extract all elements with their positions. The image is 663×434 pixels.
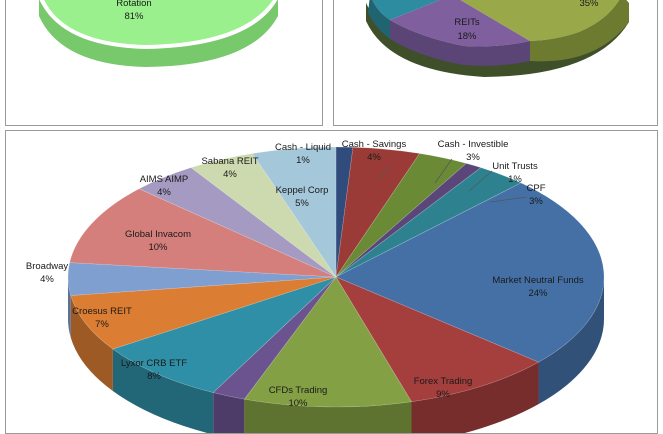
pie-side-forex-trading [411,362,539,433]
slice-pct-unit-trusts: 1% [508,174,522,185]
slice-label-unit-trusts: Unit Trusts [492,161,538,172]
top-left-pie-chart: Rotation 81% [39,0,278,67]
pie-slice-cash-investible [335,153,467,278]
pie-side-teal [368,0,390,39]
slice-label-cash-investible: Cash - Investible [438,139,509,150]
pie-slice-cash-savings [335,146,421,278]
pie-slice-unit-trusts [335,163,482,278]
leader-line-cash-investible [434,158,453,184]
pie-slice-global-invacom [69,188,337,278]
slice-label-forex-trading: Forex Trading [414,376,473,387]
pie-slice-unlabeled-8 [212,276,337,400]
pie-slice-croesus-reit [70,276,337,350]
leader-line-cash-savings [377,166,391,180]
slice-label-cpf: CPF [527,183,546,194]
pie-side-broadway [68,277,71,338]
slice-pct-reits: 18% [457,31,477,42]
slice-pct-aims-aimp: 4% [157,187,171,198]
pie-slice-lyxor-crb-etf [112,276,337,393]
pie-slice-rotation [44,0,273,45]
pie-side-lyxor-crb-etf [112,349,214,433]
slice-pct-cfds-trading: 10% [288,398,308,409]
slice-label-lyxor-crb-etf: Lyxor CRB ETF [121,358,187,369]
slice-pct-croesus-reit: 7% [95,319,109,330]
slice-label-cash-liquid: Cash - Liquid [275,142,331,153]
top-left-chart-panel: Rotation 81% [5,0,323,126]
slice-pct-cpf: 3% [529,196,543,207]
pie-slice-broadway [67,262,337,296]
slice-label-aims-aimp: AIMS AIMP [140,174,189,185]
pie-slice-cpf [335,167,522,278]
slice-label-cfds-trading: CFDs Trading [269,385,328,396]
portfolio-allocation-pie-chart: Cash - Liquid 1% Cash - Savings 4% Cash - In… [26,139,605,433]
pie-side-rotation [39,0,278,67]
slice-pct-global-invacom: 10% [148,242,168,253]
pie-slice-forex-trading [335,276,540,403]
slice-pct-cash-savings: 4% [367,152,381,163]
slice-pct-market-neutral-funds: 24% [528,288,548,299]
slice-label-market-neutral-funds: Market Neutral Funds [492,275,584,286]
pie-slice-reits [390,0,530,47]
main-chart-panel: Cash - Liquid 1% Cash - Savings 4% Cash - In… [5,130,658,434]
slice-pct-sabana-reit: 4% [223,169,237,180]
pie-side-croesus-reit [70,295,113,392]
slice-pct-forex-trading: 9% [436,389,450,400]
pie-slice-teal [372,0,440,20]
pie-slice-cash-liquid [335,146,354,278]
pie-slice-aims-aimp [138,167,337,278]
pie-slice-market-neutral-funds [335,182,605,363]
slice-pct-cash-liquid: 1% [296,155,310,166]
slice-pct-green: 35% [579,0,599,9]
pie-slice-keppel-corp [251,146,337,278]
pie-slice-cfds-trading [243,276,412,408]
pie-slice-green [460,0,620,41]
top-right-pie-chart: REITs 18% 35% [366,0,629,77]
slice-label-rotation: Rotation [116,0,151,9]
pie-side-unlabeled-8 [213,392,245,433]
slice-pct-lyxor-crb-etf: 8% [147,371,161,382]
pie-side-reits [390,20,530,66]
pie-side-market-neutral-funds [538,277,604,405]
top-right-chart-panel: REITs 18% 35% [333,0,658,126]
slice-pct-cash-investible: 3% [466,152,480,163]
slice-pct-broadway: 4% [40,274,54,285]
slice-pct-rotation: 81% [124,11,144,22]
slice-label-reits: REITs [454,17,480,28]
slice-label-sabana-reit: Sabana REIT [201,156,258,167]
pie-side-cfds-trading [244,399,412,433]
leader-line-unit-trusts [468,170,493,192]
slice-label-cash-savings: Cash - Savings [342,139,407,150]
slice-label-croesus-reit: Croesus REIT [72,306,132,317]
pie-slice-sabana-reit [190,153,337,278]
pie-side-green [530,0,629,62]
slice-label-keppel-corp: Keppel Corp [276,185,329,196]
slice-label-global-invacom: Global Invacom [125,229,191,240]
slice-label-broadway: Broadway [26,261,68,272]
slice-pct-keppel-corp: 5% [295,198,309,209]
leader-line-cpf [489,196,528,203]
